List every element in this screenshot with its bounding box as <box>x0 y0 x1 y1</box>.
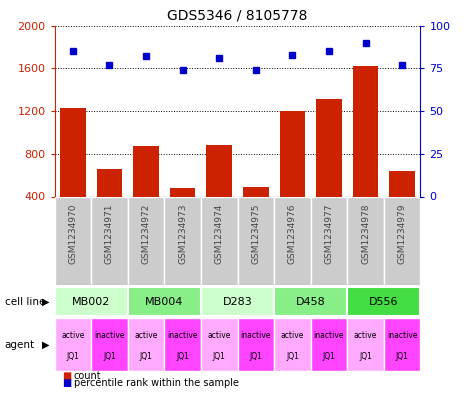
Bar <box>201 318 238 371</box>
Text: active: active <box>134 331 158 340</box>
Text: percentile rank within the sample: percentile rank within the sample <box>74 378 238 388</box>
Text: GSM1234975: GSM1234975 <box>251 204 260 264</box>
Bar <box>55 196 91 285</box>
Bar <box>91 318 128 371</box>
Bar <box>207 145 232 239</box>
Text: JQ1: JQ1 <box>66 352 79 361</box>
Bar <box>238 318 274 371</box>
Text: ▶: ▶ <box>42 340 50 350</box>
Text: JQ1: JQ1 <box>359 352 372 361</box>
Text: MB004: MB004 <box>145 297 183 307</box>
Bar <box>274 196 311 285</box>
Text: GSM1234973: GSM1234973 <box>178 204 187 264</box>
Bar <box>128 287 201 316</box>
Bar <box>243 187 268 239</box>
Bar <box>91 196 128 285</box>
Text: JQ1: JQ1 <box>396 352 408 361</box>
Bar <box>280 111 305 239</box>
Text: active: active <box>208 331 231 340</box>
Bar <box>316 99 342 239</box>
Text: GSM1234978: GSM1234978 <box>361 204 370 264</box>
Text: JQ1: JQ1 <box>213 352 226 361</box>
Text: GSM1234972: GSM1234972 <box>142 204 151 264</box>
Text: GSM1234970: GSM1234970 <box>68 204 77 264</box>
Text: inactive: inactive <box>240 331 271 340</box>
Text: JQ1: JQ1 <box>323 352 335 361</box>
Text: inactive: inactive <box>314 331 344 340</box>
Bar <box>347 318 384 371</box>
Text: inactive: inactive <box>94 331 125 340</box>
Bar <box>238 196 274 285</box>
Title: GDS5346 / 8105778: GDS5346 / 8105778 <box>167 9 308 23</box>
Text: JQ1: JQ1 <box>286 352 299 361</box>
Text: D283: D283 <box>223 297 252 307</box>
Text: cell line: cell line <box>5 297 45 307</box>
Bar <box>170 188 195 239</box>
Text: inactive: inactive <box>387 331 418 340</box>
Bar <box>390 171 415 239</box>
Text: ▶: ▶ <box>42 297 50 307</box>
Text: JQ1: JQ1 <box>249 352 262 361</box>
Bar <box>128 196 164 285</box>
Text: ■: ■ <box>62 371 71 381</box>
Text: JQ1: JQ1 <box>140 352 152 361</box>
Text: GSM1234977: GSM1234977 <box>324 204 333 264</box>
Text: JQ1: JQ1 <box>176 352 189 361</box>
Bar <box>311 196 347 285</box>
Bar <box>384 196 420 285</box>
Bar <box>164 318 201 371</box>
Text: active: active <box>354 331 377 340</box>
Bar <box>201 287 274 316</box>
Text: ■: ■ <box>62 378 71 388</box>
Text: GSM1234976: GSM1234976 <box>288 204 297 264</box>
Text: MB002: MB002 <box>72 297 110 307</box>
Text: GSM1234971: GSM1234971 <box>105 204 114 264</box>
Text: count: count <box>74 371 101 381</box>
Text: JQ1: JQ1 <box>103 352 116 361</box>
Bar <box>164 196 201 285</box>
Bar <box>274 318 311 371</box>
Text: inactive: inactive <box>167 331 198 340</box>
Bar <box>60 108 86 239</box>
Text: GSM1234974: GSM1234974 <box>215 204 224 264</box>
Bar <box>97 169 122 239</box>
Bar <box>347 287 420 316</box>
Text: D458: D458 <box>296 297 325 307</box>
Bar <box>128 318 164 371</box>
Text: GSM1234979: GSM1234979 <box>398 204 407 264</box>
Bar <box>201 196 238 285</box>
Bar <box>311 318 347 371</box>
Text: active: active <box>61 331 85 340</box>
Bar <box>55 318 91 371</box>
Bar <box>274 287 347 316</box>
Bar <box>55 287 128 316</box>
Text: agent: agent <box>5 340 35 350</box>
Text: D556: D556 <box>369 297 399 307</box>
Bar <box>384 318 420 371</box>
Text: active: active <box>281 331 304 340</box>
Bar <box>353 66 378 239</box>
Bar <box>133 146 159 239</box>
Bar <box>347 196 384 285</box>
